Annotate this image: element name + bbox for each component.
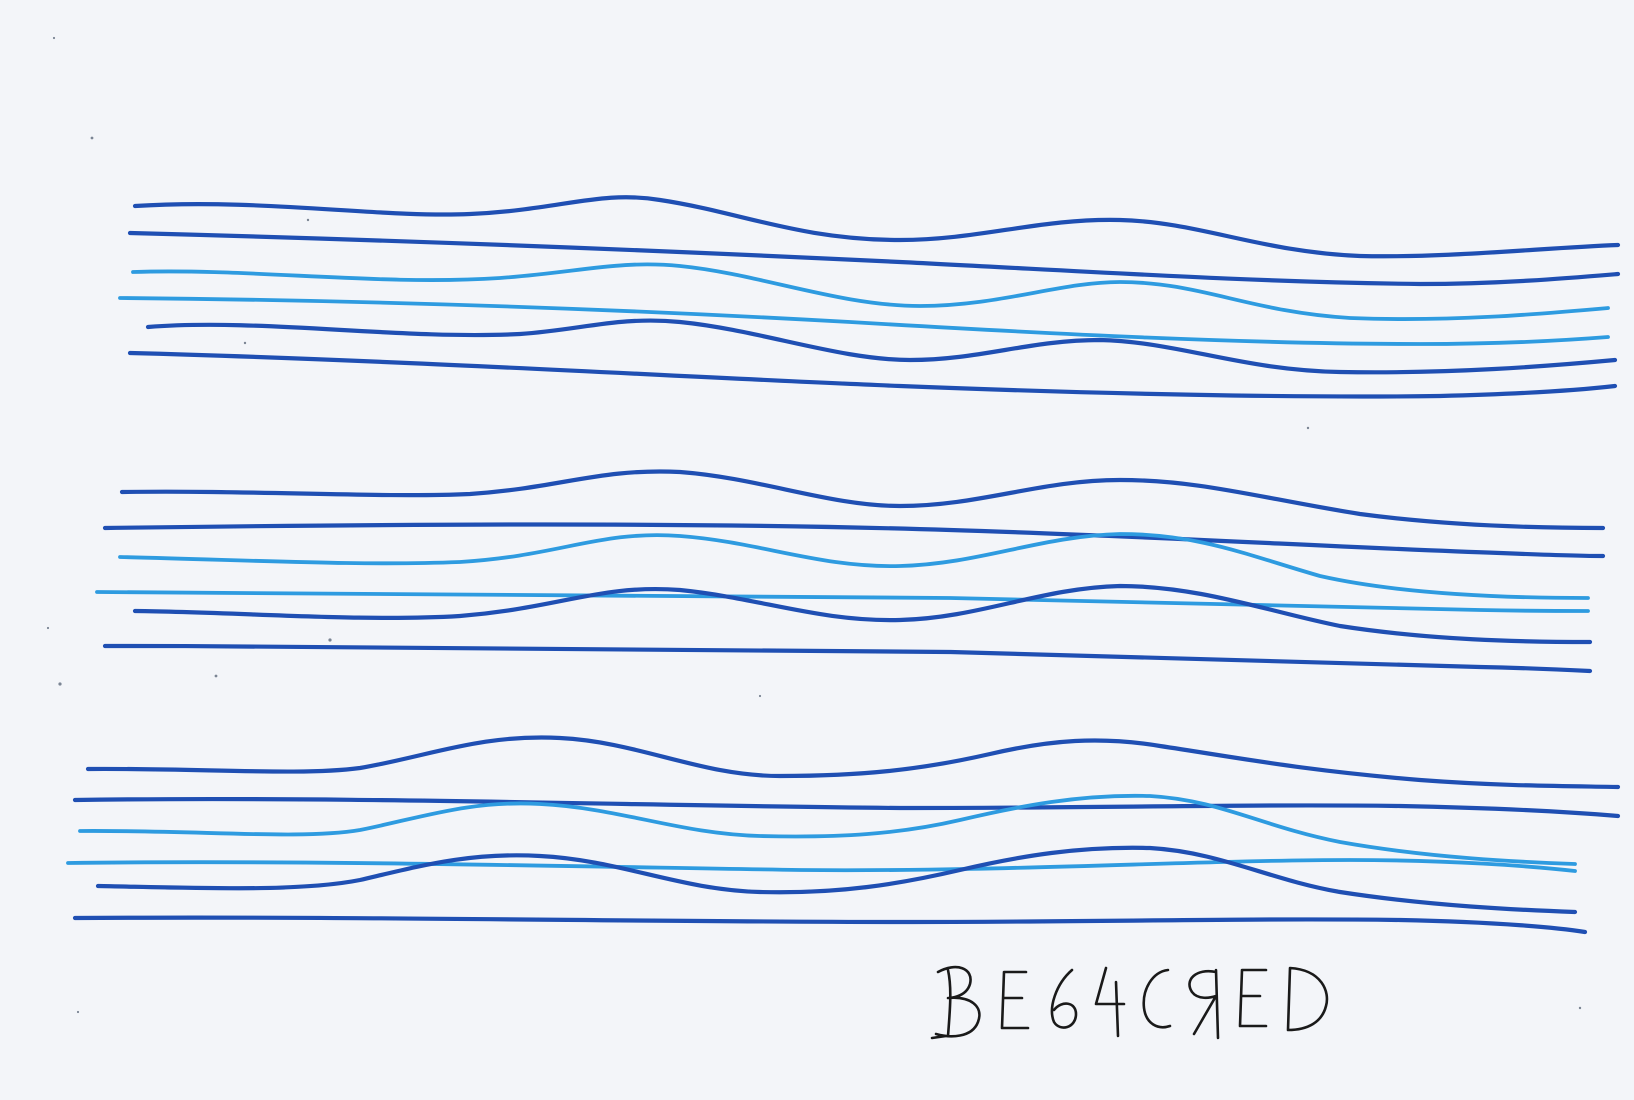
speck [76,1010,80,1014]
line-group-top [118,195,1621,399]
wavy-line [102,643,1593,674]
line-group-middle [95,469,1606,674]
signature-stroke [1286,966,1329,1032]
wavy-line [118,532,1590,600]
signature-stroke [1000,970,1030,1030]
speck [243,341,247,345]
speck [214,674,218,678]
wavy-line [118,296,1610,346]
signature-stroke [1142,968,1172,1029]
speck [52,36,56,40]
wavy-line [127,350,1618,399]
speck [1578,1006,1582,1010]
wavy-line [127,230,1621,287]
speck [58,682,62,686]
paper-specks [46,36,1582,1014]
wavy-line [72,796,1621,819]
wavy-line [95,590,1590,613]
speck [1306,426,1310,430]
wavy-line [66,858,1577,873]
speck [306,218,310,222]
signature-stroke [1188,968,1220,1040]
wavy-line [119,469,1606,531]
speck [328,638,332,642]
wavy-line [131,262,1610,321]
artist-signature [930,965,1329,1040]
wavy-line [72,915,1588,935]
wavy-line [145,318,1618,375]
signature-stroke [930,965,981,1040]
wavy-line [85,735,1621,790]
signature-stroke [1238,968,1268,1028]
speck [46,626,50,630]
wavy-line [102,522,1606,559]
signature-stroke [1050,968,1078,1029]
wavy-line [132,195,1621,259]
signature-stroke [1094,966,1126,1038]
speck [90,136,94,140]
speck [758,694,762,698]
line-group-bottom [66,735,1621,935]
wavy-line [95,845,1578,915]
wavy-line [78,793,1577,866]
wavy-line [132,583,1593,645]
